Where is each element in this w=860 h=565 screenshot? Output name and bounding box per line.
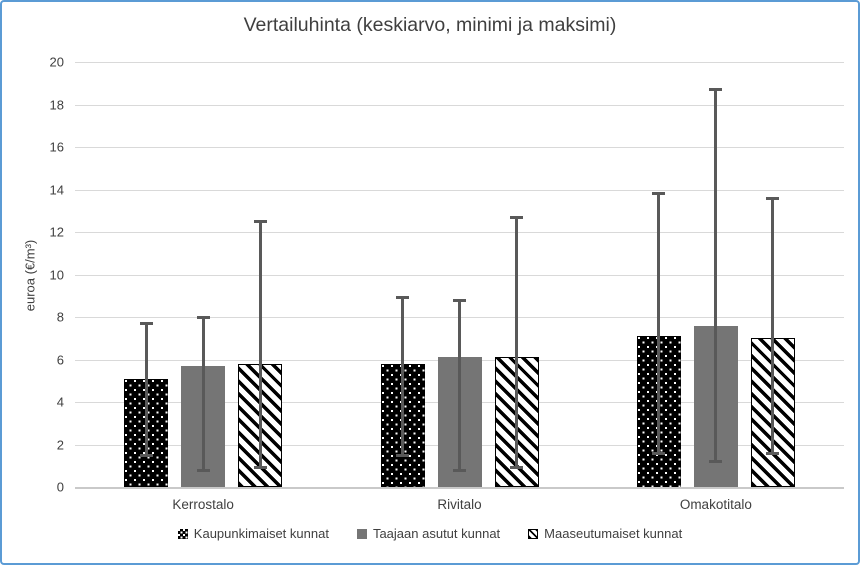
- legend-label: Taajaan asutut kunnat: [372, 526, 501, 541]
- category-label: Kerrostalo: [172, 497, 234, 512]
- y-tick-label: 0: [56, 479, 64, 495]
- legend-item-1: Kaupunkimaiset kunnat: [177, 526, 329, 541]
- error-cap-min: [510, 466, 523, 470]
- error-cap-max: [139, 321, 153, 325]
- legend-marker-solid-gray-icon: [356, 528, 367, 539]
- y-tick-label: 4: [56, 394, 64, 410]
- error-bar-omakotitalo-series3: [771, 198, 775, 453]
- error-bar-rivitalo-series2: [458, 300, 461, 470]
- error-bar-rivitalo-series1: [401, 297, 404, 456]
- y-tick-label: 10: [49, 267, 64, 282]
- error-cap-min: [253, 466, 267, 470]
- y-tick-label: 2: [56, 437, 64, 452]
- error-bar-omakotitalo-series2: [714, 89, 718, 462]
- error-cap-max: [196, 315, 210, 319]
- legend-label: Maaseutumaiset kunnat: [544, 526, 683, 541]
- error-cap-max: [253, 219, 267, 223]
- error-bar-kerrostalo-series1: [144, 323, 148, 456]
- legend-marker-black-dots-icon: [177, 528, 188, 539]
- x-axis-line: [75, 487, 844, 489]
- error-cap-min: [139, 453, 153, 457]
- legend-label: Kaupunkimaiset kunnat: [193, 526, 329, 541]
- error-cap-max: [652, 192, 666, 196]
- y-tick-label: 18: [49, 97, 64, 112]
- error-cap-min: [396, 453, 409, 457]
- chart-title: Vertailuhinta (keskiarvo, minimi ja maks…: [243, 14, 617, 36]
- category-label: Rivitalo: [437, 497, 482, 512]
- error-bar-kerrostalo-series3: [258, 221, 262, 468]
- error-cap-max: [709, 88, 723, 92]
- gridline: [75, 232, 844, 233]
- error-bar-rivitalo-series3: [515, 217, 518, 468]
- error-cap-min: [453, 468, 466, 472]
- category-label: Omakotitalo: [679, 497, 752, 512]
- bar-omakotitalo-series1: [636, 336, 681, 487]
- error-cap-min: [709, 460, 723, 463]
- y-tick-label: 8: [56, 309, 64, 325]
- x-axis-category-labels: Kerrostalo Rivitalo Omakotitalo: [75, 497, 844, 517]
- error-cap-min: [652, 451, 666, 455]
- gridline: [75, 104, 844, 106]
- y-tick-label: 16: [49, 139, 64, 155]
- y-tick-label: 12: [49, 224, 64, 240]
- y-tick-label: 14: [49, 182, 64, 197]
- y-axis-tick-labels: 0 2 4 6 8 10 12 14 16 18 20: [28, 55, 64, 495]
- legend: Kaupunkimaiset kunnat Taajaan asutut kunn…: [2, 526, 858, 541]
- legend-item-2: Taajaan asutut kunnat: [356, 526, 501, 541]
- gridline: [75, 147, 844, 148]
- gridline: [75, 62, 844, 63]
- plot-area: [75, 62, 844, 489]
- error-cap-min: [766, 451, 780, 455]
- error-bar-omakotitalo-series1: [657, 193, 661, 453]
- legend-item-3: Maaseutumaiset kunnat: [528, 526, 682, 541]
- y-tick-label: 20: [49, 54, 64, 70]
- error-bar-kerrostalo-series2: [201, 317, 205, 470]
- error-cap-max: [510, 215, 523, 219]
- legend-marker-diagonal-stripes-icon: [528, 528, 539, 539]
- gridline: [75, 189, 844, 191]
- error-cap-max: [766, 196, 780, 200]
- gridline: [75, 274, 844, 276]
- y-tick-label: 6: [56, 352, 64, 367]
- error-cap-max: [396, 296, 409, 300]
- error-cap-min: [196, 468, 210, 472]
- error-cap-max: [453, 298, 466, 302]
